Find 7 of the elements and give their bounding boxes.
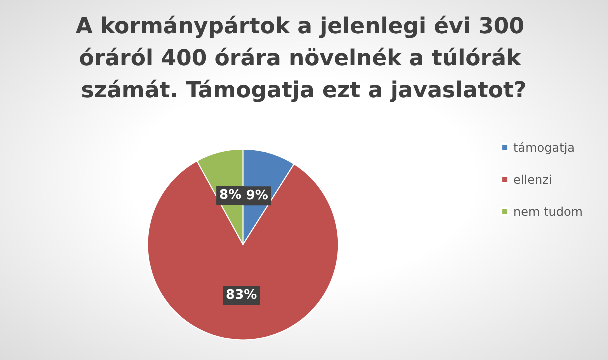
legend-label: ellenzi: [514, 173, 552, 187]
data-label: 8%: [220, 188, 242, 204]
legend-label: támogatja: [514, 141, 575, 155]
legend-label: nem tudom: [514, 205, 583, 219]
chart-title: A kormánypártok a jelenlegi évi 300 óráról 400 órára növelnék a túlórák számát. Támogatja ezt a javaslatot?: [76, 14, 532, 104]
data-label: 83%: [226, 288, 258, 303]
data-label: 9%: [246, 188, 268, 204]
